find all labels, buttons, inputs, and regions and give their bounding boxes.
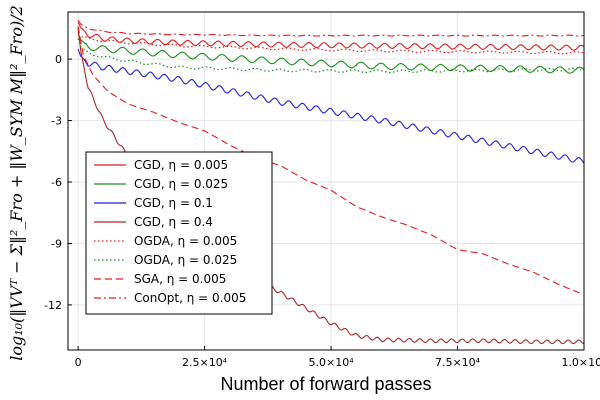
legend-label: CGD, η = 0.1: [134, 196, 213, 210]
x-tick-label: 1.0×10⁵: [561, 356, 600, 369]
series-line: [77, 21, 585, 51]
series-line: [77, 26, 585, 296]
legend-label: ConOpt, η = 0.005: [134, 291, 246, 305]
y-tick-label: -3: [51, 115, 62, 128]
x-tick-label: 0: [75, 356, 82, 369]
y-tick-label: -9: [51, 237, 62, 250]
series-line: [77, 34, 585, 55]
legend-label: CGD, η = 0.025: [134, 177, 228, 191]
legend: CGD, η = 0.005 CGD, η = 0.025 CGD, η = 0.1…: [85, 151, 273, 315]
legend-label: OGDA, η = 0.025: [134, 253, 237, 267]
legend-label: OGDA, η = 0.005: [134, 234, 237, 248]
series-line: [77, 32, 585, 74]
legend-label: CGD, η = 0.4: [134, 215, 213, 229]
x-tick-label: 2.5×10⁴: [182, 356, 228, 369]
series-line: [77, 19, 585, 37]
series-line: [77, 38, 585, 74]
plot-frame: [67, 11, 585, 351]
x-tick-label: 5.0×10⁴: [308, 356, 354, 369]
x-tick-label: 7.5×10⁴: [435, 356, 481, 369]
legend-label: CGD, η = 0.005: [134, 158, 228, 172]
legend-label: SGA, η = 0.005: [134, 272, 226, 286]
y-axis-label: log₁₀(‖VVᵀ − Σ‖²_Fro + ‖W_SYM M‖²_Fro)/2: [7, 5, 26, 361]
series-line: [77, 48, 585, 164]
y-tick-label: 0: [55, 53, 62, 66]
axis-ticks: 0 2.5×10⁴ 5.0×10⁴ 7.5×10⁴ 1.0×10⁵ 0 -3 -6 -9 -12: [44, 53, 600, 369]
legend-box: [85, 151, 273, 315]
y-tick-label: -6: [51, 176, 62, 189]
x-axis-label: Number of forward passes: [220, 374, 431, 394]
y-tick-label: -12: [44, 299, 62, 312]
